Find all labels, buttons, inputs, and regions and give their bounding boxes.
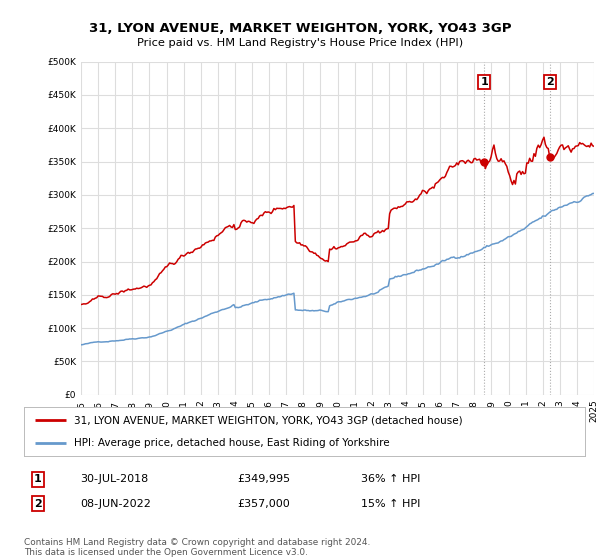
Text: Contains HM Land Registry data © Crown copyright and database right 2024.
This d: Contains HM Land Registry data © Crown c… (24, 538, 370, 557)
Text: 30-JUL-2018: 30-JUL-2018 (80, 474, 148, 484)
Text: 08-JUN-2022: 08-JUN-2022 (80, 498, 151, 508)
Text: HPI: Average price, detached house, East Riding of Yorkshire: HPI: Average price, detached house, East… (74, 438, 390, 448)
Text: £357,000: £357,000 (237, 498, 290, 508)
Text: Price paid vs. HM Land Registry's House Price Index (HPI): Price paid vs. HM Land Registry's House … (137, 38, 463, 48)
Text: 31, LYON AVENUE, MARKET WEIGHTON, YORK, YO43 3GP (detached house): 31, LYON AVENUE, MARKET WEIGHTON, YORK, … (74, 416, 463, 426)
Text: 1: 1 (481, 77, 488, 87)
Text: 31, LYON AVENUE, MARKET WEIGHTON, YORK, YO43 3GP: 31, LYON AVENUE, MARKET WEIGHTON, YORK, … (89, 22, 511, 35)
Text: 1: 1 (34, 474, 42, 484)
Text: 2: 2 (547, 77, 554, 87)
Text: 15% ↑ HPI: 15% ↑ HPI (361, 498, 420, 508)
Text: 36% ↑ HPI: 36% ↑ HPI (361, 474, 420, 484)
Text: £349,995: £349,995 (237, 474, 290, 484)
Text: 2: 2 (34, 498, 42, 508)
